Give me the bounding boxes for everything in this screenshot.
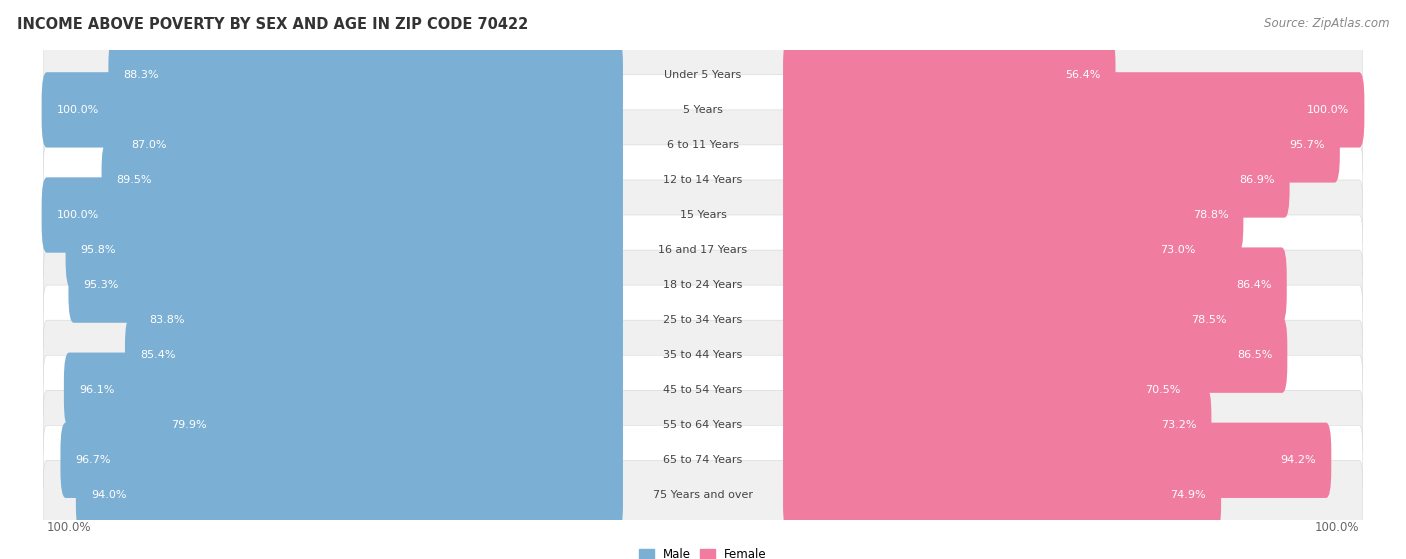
Text: 16 and 17 Years: 16 and 17 Years — [658, 245, 748, 255]
Text: 35 to 44 Years: 35 to 44 Years — [664, 350, 742, 360]
Text: 86.5%: 86.5% — [1237, 350, 1272, 360]
FancyBboxPatch shape — [783, 177, 1243, 253]
Text: 100.0%: 100.0% — [56, 105, 98, 115]
Legend: Male, Female: Male, Female — [634, 543, 772, 559]
FancyBboxPatch shape — [783, 458, 1220, 533]
FancyBboxPatch shape — [108, 37, 623, 112]
Text: 100.0%: 100.0% — [1308, 105, 1350, 115]
Text: 96.1%: 96.1% — [79, 385, 114, 395]
Text: 25 to 34 Years: 25 to 34 Years — [664, 315, 742, 325]
Text: 45 to 54 Years: 45 to 54 Years — [664, 385, 742, 395]
FancyBboxPatch shape — [783, 143, 1289, 217]
Text: 6 to 11 Years: 6 to 11 Years — [666, 140, 740, 150]
Text: 5 Years: 5 Years — [683, 105, 723, 115]
Text: 94.2%: 94.2% — [1281, 455, 1316, 465]
FancyBboxPatch shape — [44, 355, 1362, 425]
Text: 87.0%: 87.0% — [131, 140, 166, 150]
Text: 83.8%: 83.8% — [149, 315, 184, 325]
Text: 100.0%: 100.0% — [46, 520, 91, 534]
Text: Source: ZipAtlas.com: Source: ZipAtlas.com — [1264, 17, 1389, 30]
FancyBboxPatch shape — [76, 458, 623, 533]
FancyBboxPatch shape — [42, 177, 623, 253]
FancyBboxPatch shape — [783, 423, 1331, 498]
FancyBboxPatch shape — [156, 387, 623, 463]
FancyBboxPatch shape — [63, 353, 623, 428]
FancyBboxPatch shape — [101, 143, 623, 217]
Text: 78.5%: 78.5% — [1191, 315, 1226, 325]
Text: 89.5%: 89.5% — [117, 175, 152, 185]
FancyBboxPatch shape — [783, 282, 1241, 358]
FancyBboxPatch shape — [783, 387, 1212, 463]
Text: 86.4%: 86.4% — [1236, 280, 1271, 290]
FancyBboxPatch shape — [115, 107, 623, 183]
FancyBboxPatch shape — [44, 180, 1362, 250]
Text: 56.4%: 56.4% — [1064, 70, 1101, 80]
FancyBboxPatch shape — [44, 250, 1362, 320]
FancyBboxPatch shape — [44, 320, 1362, 390]
FancyBboxPatch shape — [44, 460, 1362, 530]
FancyBboxPatch shape — [44, 75, 1362, 145]
Text: 95.8%: 95.8% — [80, 245, 117, 255]
Text: INCOME ABOVE POVERTY BY SEX AND AGE IN ZIP CODE 70422: INCOME ABOVE POVERTY BY SEX AND AGE IN Z… — [17, 17, 529, 32]
Text: 95.3%: 95.3% — [83, 280, 120, 290]
Text: 55 to 64 Years: 55 to 64 Years — [664, 420, 742, 430]
FancyBboxPatch shape — [44, 145, 1362, 215]
FancyBboxPatch shape — [134, 282, 623, 358]
FancyBboxPatch shape — [783, 353, 1197, 428]
Text: 74.9%: 74.9% — [1170, 490, 1206, 500]
FancyBboxPatch shape — [44, 40, 1362, 110]
FancyBboxPatch shape — [44, 390, 1362, 460]
Text: 73.2%: 73.2% — [1161, 420, 1197, 430]
FancyBboxPatch shape — [783, 37, 1115, 112]
FancyBboxPatch shape — [783, 248, 1286, 323]
FancyBboxPatch shape — [44, 215, 1362, 285]
Text: 12 to 14 Years: 12 to 14 Years — [664, 175, 742, 185]
Text: 15 Years: 15 Years — [679, 210, 727, 220]
Text: Under 5 Years: Under 5 Years — [665, 70, 741, 80]
Text: 86.9%: 86.9% — [1239, 175, 1274, 185]
Text: 95.7%: 95.7% — [1289, 140, 1324, 150]
FancyBboxPatch shape — [44, 110, 1362, 180]
Text: 94.0%: 94.0% — [91, 490, 127, 500]
Text: 79.9%: 79.9% — [172, 420, 207, 430]
FancyBboxPatch shape — [69, 248, 623, 323]
Text: 96.7%: 96.7% — [76, 455, 111, 465]
Text: 65 to 74 Years: 65 to 74 Years — [664, 455, 742, 465]
FancyBboxPatch shape — [66, 212, 623, 288]
Text: 73.0%: 73.0% — [1160, 245, 1195, 255]
Text: 18 to 24 Years: 18 to 24 Years — [664, 280, 742, 290]
FancyBboxPatch shape — [783, 318, 1288, 393]
FancyBboxPatch shape — [125, 318, 623, 393]
FancyBboxPatch shape — [783, 107, 1340, 183]
Text: 70.5%: 70.5% — [1146, 385, 1181, 395]
FancyBboxPatch shape — [42, 72, 623, 148]
Text: 88.3%: 88.3% — [124, 70, 159, 80]
FancyBboxPatch shape — [60, 423, 623, 498]
Text: 100.0%: 100.0% — [1315, 520, 1360, 534]
Text: 78.8%: 78.8% — [1192, 210, 1229, 220]
Text: 85.4%: 85.4% — [141, 350, 176, 360]
Text: 100.0%: 100.0% — [56, 210, 98, 220]
FancyBboxPatch shape — [783, 72, 1364, 148]
FancyBboxPatch shape — [783, 212, 1211, 288]
FancyBboxPatch shape — [44, 425, 1362, 495]
FancyBboxPatch shape — [44, 285, 1362, 355]
Text: 75 Years and over: 75 Years and over — [652, 490, 754, 500]
